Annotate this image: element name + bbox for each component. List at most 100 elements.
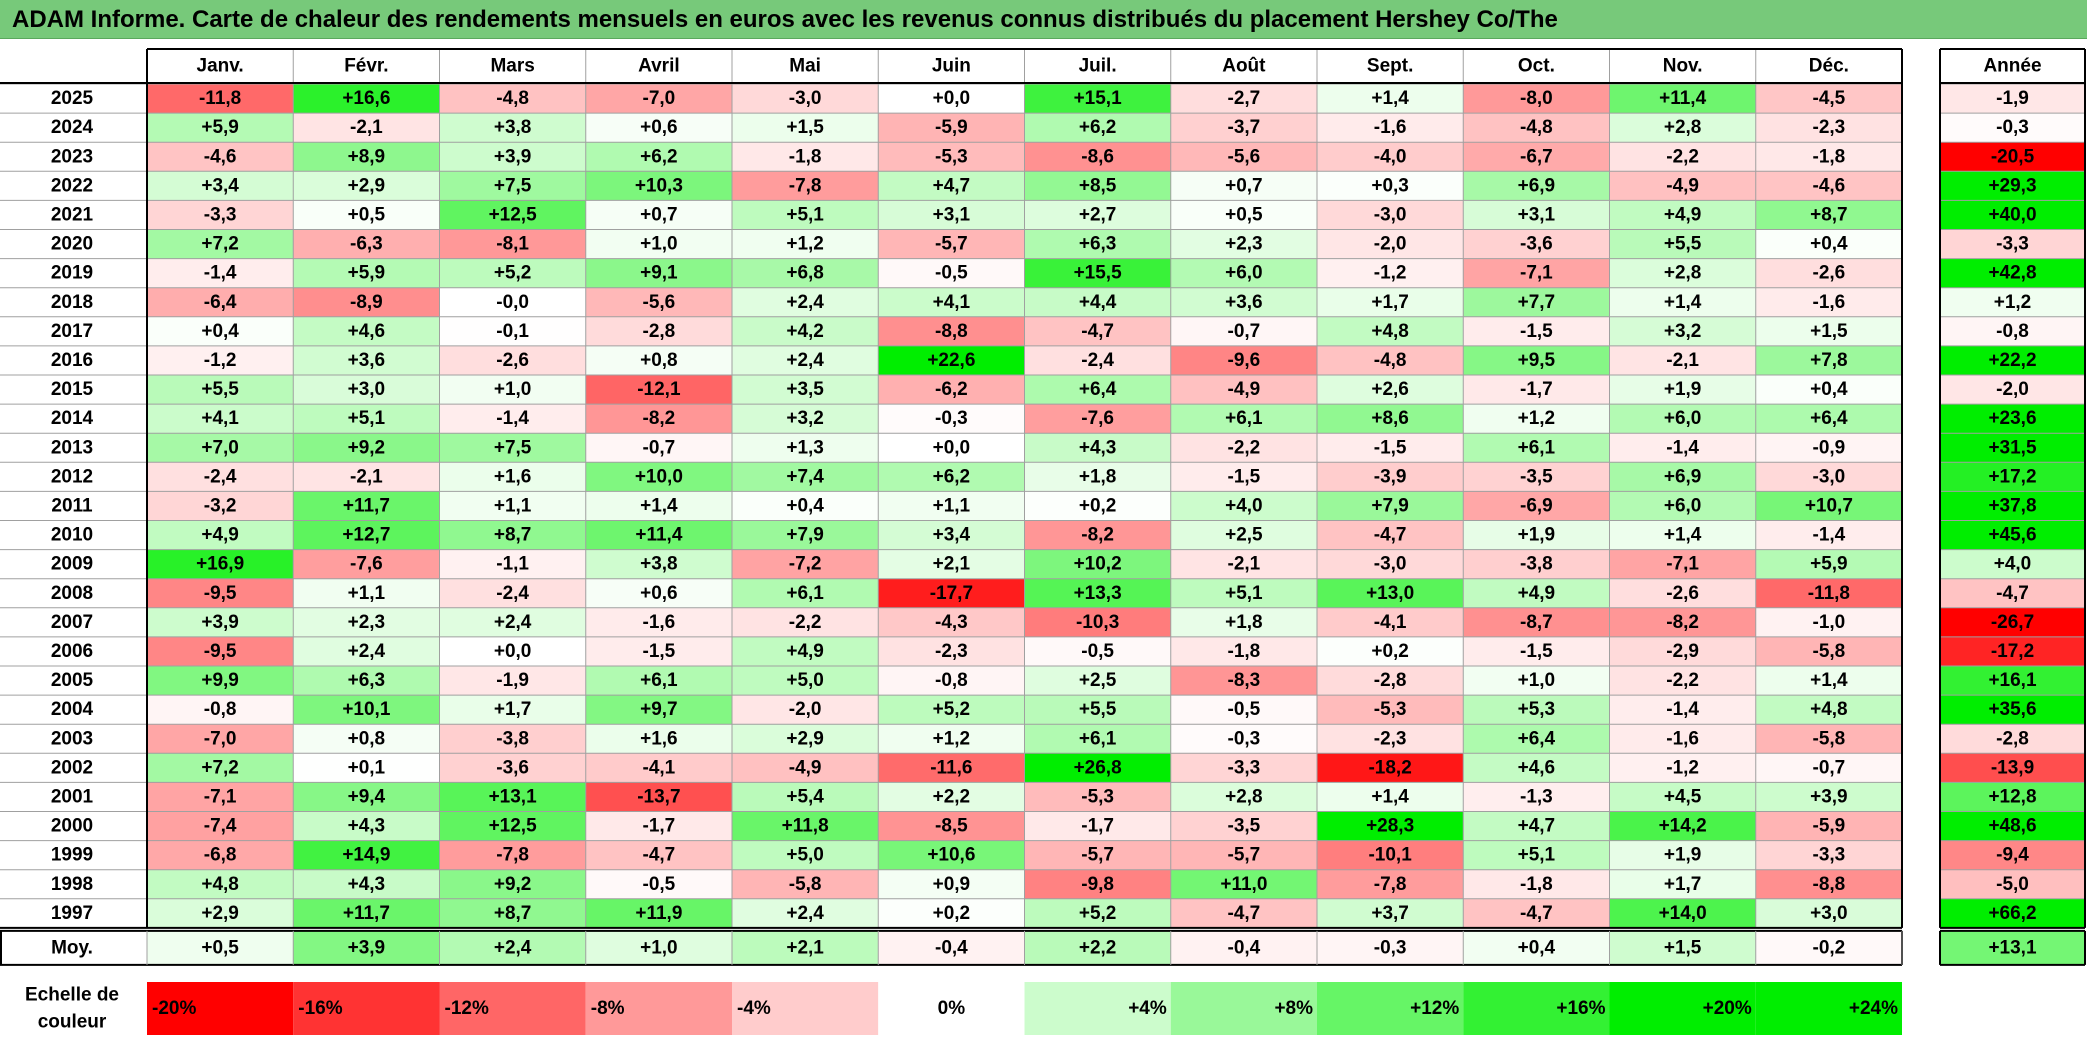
heatmap-cell	[878, 462, 1025, 492]
cell-value: -8,3	[1228, 670, 1261, 691]
heatmap-cell	[147, 811, 294, 841]
cell-value: -1,7	[1081, 816, 1114, 837]
cell-value: +0,7	[640, 204, 678, 225]
heatmap-cell	[1609, 200, 1756, 230]
heatmap-cell	[1609, 171, 1756, 201]
heatmap-cell	[439, 462, 586, 492]
cell-value: -1,8	[1813, 146, 1846, 167]
cell-value: +6,4	[1810, 408, 1848, 429]
cell-value: +7,8	[1810, 350, 1848, 371]
cell-value: +4,8	[1810, 699, 1848, 720]
cell-value: +9,2	[494, 874, 532, 895]
cell-value: -4,8	[496, 88, 529, 109]
scale-value-label: -20%	[152, 998, 196, 1019]
cell-value: -3,5	[1520, 466, 1553, 487]
cell-value: +0,8	[640, 350, 678, 371]
cell-value: +3,0	[348, 379, 386, 400]
heatmap-cell	[1609, 491, 1756, 521]
cell-value: +1,4	[1664, 292, 1702, 313]
heatmap-cell	[585, 171, 732, 201]
heatmap-cell	[732, 811, 879, 841]
cell-value: +10,0	[635, 466, 683, 487]
cell-value: -2,1	[350, 466, 383, 487]
year-total-value: +40,0	[1988, 204, 2036, 225]
cell-value: +9,7	[640, 699, 678, 720]
month-header: Nov.	[1663, 56, 1703, 77]
cell-value: -4,1	[1374, 612, 1407, 633]
month-header: Juin	[932, 56, 971, 77]
cell-value: -1,6	[1813, 292, 1846, 313]
row-year-label: 2019	[51, 263, 93, 284]
heatmap-cell	[732, 898, 879, 928]
cell-value: -2,7	[1228, 88, 1261, 109]
cell-value: +0,6	[640, 583, 678, 604]
cell-value: +5,0	[786, 845, 824, 866]
heatmap-cell	[732, 345, 879, 375]
heatmap-cell	[1609, 316, 1756, 346]
heatmap-cell	[293, 811, 440, 841]
cell-value: +7,0	[201, 437, 239, 458]
heatmap-cell	[1755, 898, 1902, 928]
cell-value: -18,2	[1368, 757, 1411, 778]
year-total-cell	[1940, 462, 2085, 492]
scale-value-label: 0%	[938, 998, 966, 1019]
year-total-cell	[1940, 375, 2085, 405]
cell-value: -4,6	[1813, 175, 1846, 196]
heatmap-cell	[732, 113, 879, 143]
year-total-value: +4,0	[1994, 554, 2032, 575]
heatmap-cell	[1463, 782, 1610, 812]
cell-value: -1,8	[789, 146, 822, 167]
cell-value: +4,3	[348, 816, 386, 837]
cell-value: -5,6	[1228, 146, 1261, 167]
cell-value: +0,4	[201, 321, 239, 342]
heatmap-cell	[1317, 229, 1464, 259]
cell-value: +8,7	[494, 525, 532, 546]
heatmap-cell	[1170, 287, 1317, 317]
heatmap-cell	[1170, 840, 1317, 870]
cell-value: +10,3	[635, 175, 683, 196]
year-total-value: +42,8	[1988, 263, 2036, 284]
cell-value: +3,4	[933, 525, 971, 546]
heatmap-cell	[732, 462, 879, 492]
scale-value-label: +20%	[1703, 998, 1752, 1019]
heatmap-cell	[1024, 316, 1171, 346]
cell-value: -1,3	[1520, 786, 1553, 807]
cell-value: +6,2	[1079, 117, 1117, 138]
heatmap-cell	[585, 869, 732, 899]
heatmap-cell	[1609, 549, 1756, 579]
heatmap-cell	[293, 869, 440, 899]
heatmap-cell	[439, 520, 586, 550]
heatmap-cell	[1170, 578, 1317, 608]
heatmap-cell	[1755, 229, 1902, 259]
heatmap-cell	[1609, 840, 1756, 870]
heatmap-cell	[1317, 84, 1464, 114]
cell-value: +3,6	[348, 350, 386, 371]
heatmap-cell	[1317, 287, 1464, 317]
heatmap-cell	[1755, 724, 1902, 754]
cell-value: +2,1	[933, 554, 971, 575]
cell-value: +2,3	[348, 612, 386, 633]
heatmap-cell	[1317, 200, 1464, 230]
cell-value: -8,6	[1081, 146, 1114, 167]
heatmap-cell	[1024, 84, 1171, 114]
scale-swatch	[585, 982, 732, 1035]
scale-value-label: +4%	[1128, 998, 1167, 1019]
heatmap-cell	[439, 375, 586, 405]
cell-value: -1,4	[1666, 437, 1699, 458]
heatmap-cell	[439, 258, 586, 288]
cell-value: +0,8	[348, 728, 386, 749]
heatmap-cell	[1317, 869, 1464, 899]
cell-value: -10,3	[1076, 612, 1119, 633]
cell-value: +12,5	[489, 816, 538, 837]
cell-value: +2,8	[1225, 786, 1263, 807]
heatmap-cell	[1317, 491, 1464, 521]
cell-value: +16,6	[342, 88, 390, 109]
cell-value: -3,3	[1813, 845, 1846, 866]
cell-value: +0,7	[1225, 175, 1263, 196]
cell-value: -1,5	[1374, 437, 1407, 458]
heatmap-cell	[1463, 462, 1610, 492]
cell-value: +4,3	[1079, 437, 1117, 458]
heatmap-cell	[1170, 520, 1317, 550]
heatmap-cell	[878, 433, 1025, 463]
heatmap-cell	[147, 200, 294, 230]
